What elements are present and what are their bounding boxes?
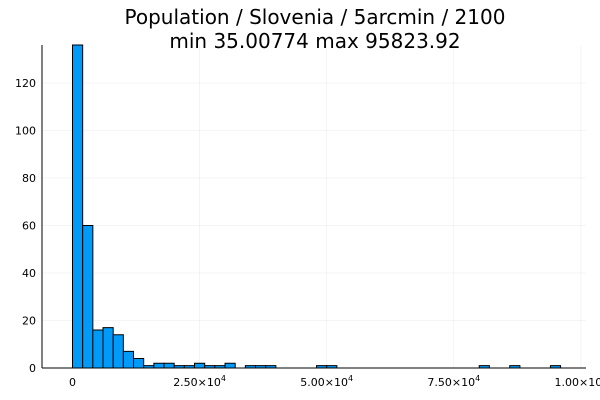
y-tick-label: 80	[22, 172, 36, 185]
chart-title: Population / Slovenia / 5arcmin / 2100	[125, 5, 506, 29]
histogram-bar	[72, 44, 84, 369]
histogram-bar	[153, 362, 165, 369]
y-tick-labels: 0 20 40 60 80 100 120	[15, 77, 36, 375]
x-tick-label: 7.50×104	[427, 374, 480, 389]
x-tick-label: 5.00×104	[300, 374, 353, 389]
histogram-bar	[194, 362, 206, 369]
y-tick-label: 0	[29, 362, 36, 375]
histogram-bar	[102, 327, 114, 369]
x-tick-label: 1.00×105	[555, 374, 600, 389]
y-tick-label: 40	[22, 267, 36, 280]
y-tick-label: 120	[15, 77, 36, 90]
histogram-bars	[72, 44, 562, 369]
y-tick-label: 20	[22, 315, 36, 328]
y-tick-label: 60	[22, 220, 36, 233]
histogram-bar	[112, 334, 124, 369]
y-tick-label: 100	[15, 125, 36, 138]
x-tick-label: 2.50×104	[173, 374, 226, 389]
histogram-bar	[163, 362, 175, 369]
histogram-bar	[224, 362, 236, 369]
histogram-bar	[82, 225, 94, 369]
x-tick-labels: 0 2.50×104 5.00×104 7.50×104 1.00×105	[69, 374, 600, 389]
x-tick-label: 0	[69, 376, 76, 389]
grid-lines	[42, 45, 586, 369]
axes	[41, 45, 586, 369]
histogram-bar	[92, 329, 104, 369]
histogram-bar	[133, 358, 145, 369]
histogram-bar	[122, 350, 135, 369]
chart-subtitle: min 35.00774 max 95823.92	[169, 29, 460, 53]
